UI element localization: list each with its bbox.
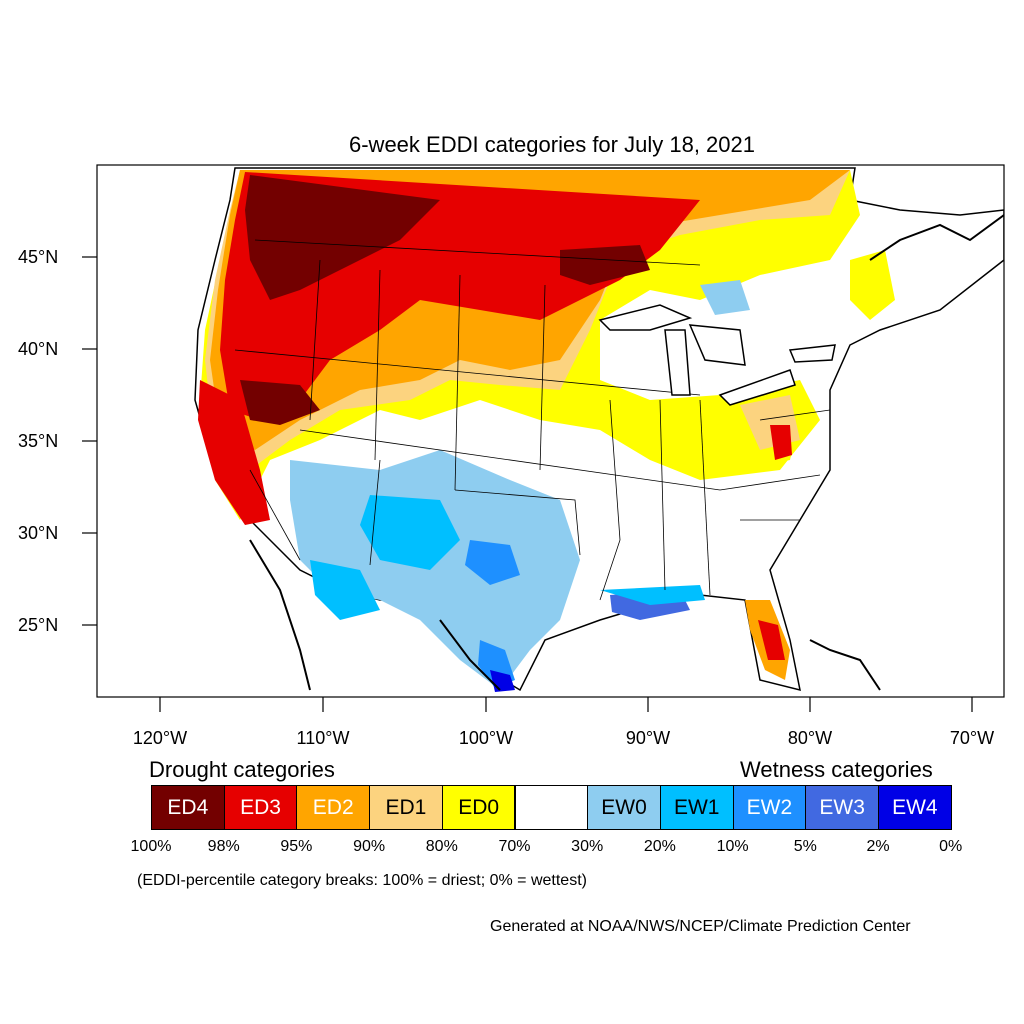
lon-label-120: 120°W bbox=[132, 728, 188, 748]
lon-label-100: 100°W bbox=[458, 728, 514, 748]
map-frame bbox=[96, 164, 1005, 698]
region-ed3-ca bbox=[198, 380, 270, 525]
great-lakes bbox=[598, 304, 836, 406]
legend-box-ed3: ED3 bbox=[223, 785, 298, 830]
legend-box-ew1: EW1 bbox=[659, 785, 734, 830]
legend-box-ew3: EW3 bbox=[805, 785, 879, 830]
legend-box-ed4: ED4 bbox=[151, 785, 225, 830]
region-ew0-midwest bbox=[700, 280, 750, 315]
percentile-label: 0% bbox=[939, 838, 963, 855]
percentile-label: 80% bbox=[425, 838, 458, 855]
lon-label-90: 90°W bbox=[625, 728, 671, 748]
legend-box-ew4: EW4 bbox=[878, 785, 952, 830]
percentile-label: 100% bbox=[130, 838, 172, 855]
lat-label-25: 25°N bbox=[18, 615, 59, 635]
drought-heading: Drought categories bbox=[149, 757, 335, 782]
percentile-label: 70% bbox=[498, 838, 531, 855]
percentile-label: 5% bbox=[793, 838, 817, 855]
state-borders bbox=[234, 239, 831, 601]
legend-box-ed0: ED0 bbox=[441, 785, 516, 830]
lat-label-40: 40°N bbox=[18, 339, 59, 359]
legend-box-ew0: EW0 bbox=[587, 785, 661, 830]
lon-label-80: 80°W bbox=[787, 728, 833, 748]
map-title: 6-week EDDI categories for July 18, 2021 bbox=[349, 132, 755, 157]
percentile-label: 20% bbox=[643, 838, 676, 855]
category-note: (EDDI-percentile category breaks: 100% =… bbox=[137, 872, 587, 889]
axis-ticks bbox=[82, 256, 973, 712]
legend-box-ew2: EW2 bbox=[732, 785, 807, 830]
lat-label-35: 35°N bbox=[18, 431, 59, 451]
percentile-label: 2% bbox=[866, 838, 890, 855]
coastlines bbox=[249, 214, 1004, 691]
percentile-label: 10% bbox=[716, 838, 749, 855]
percentile-label: 90% bbox=[353, 838, 386, 855]
region-ed4-north bbox=[560, 245, 650, 285]
lon-label-110: 110°W bbox=[296, 728, 350, 748]
region-ew0-south bbox=[290, 450, 580, 690]
region-ew1-nm bbox=[360, 495, 460, 570]
region-ed0-ne bbox=[850, 250, 895, 320]
region-ed4-west bbox=[240, 380, 320, 425]
region-ed3-fl bbox=[758, 620, 785, 660]
legend-box-normal bbox=[514, 785, 589, 830]
percentile-label: 95% bbox=[280, 838, 313, 855]
legend-box-ed1: ED1 bbox=[369, 785, 443, 830]
region-ew2-tx bbox=[465, 540, 520, 585]
lon-label-70: 70°W bbox=[949, 728, 995, 748]
region-ew1-gulf bbox=[600, 585, 705, 605]
legend-box-ed2: ED2 bbox=[296, 785, 371, 830]
lat-label-30: 30°N bbox=[18, 523, 59, 543]
credit-line: Generated at NOAA/NWS/NCEP/Climate Predi… bbox=[490, 918, 911, 935]
lat-label-45: 45°N bbox=[18, 247, 59, 267]
region-ed4-nw bbox=[245, 175, 440, 300]
percentile-label: 98% bbox=[207, 838, 240, 855]
region-ew1-sw bbox=[310, 560, 380, 620]
wetness-heading: Wetness categories bbox=[740, 757, 933, 782]
percentile-label: 30% bbox=[571, 838, 604, 855]
region-ed3-va bbox=[770, 425, 792, 460]
